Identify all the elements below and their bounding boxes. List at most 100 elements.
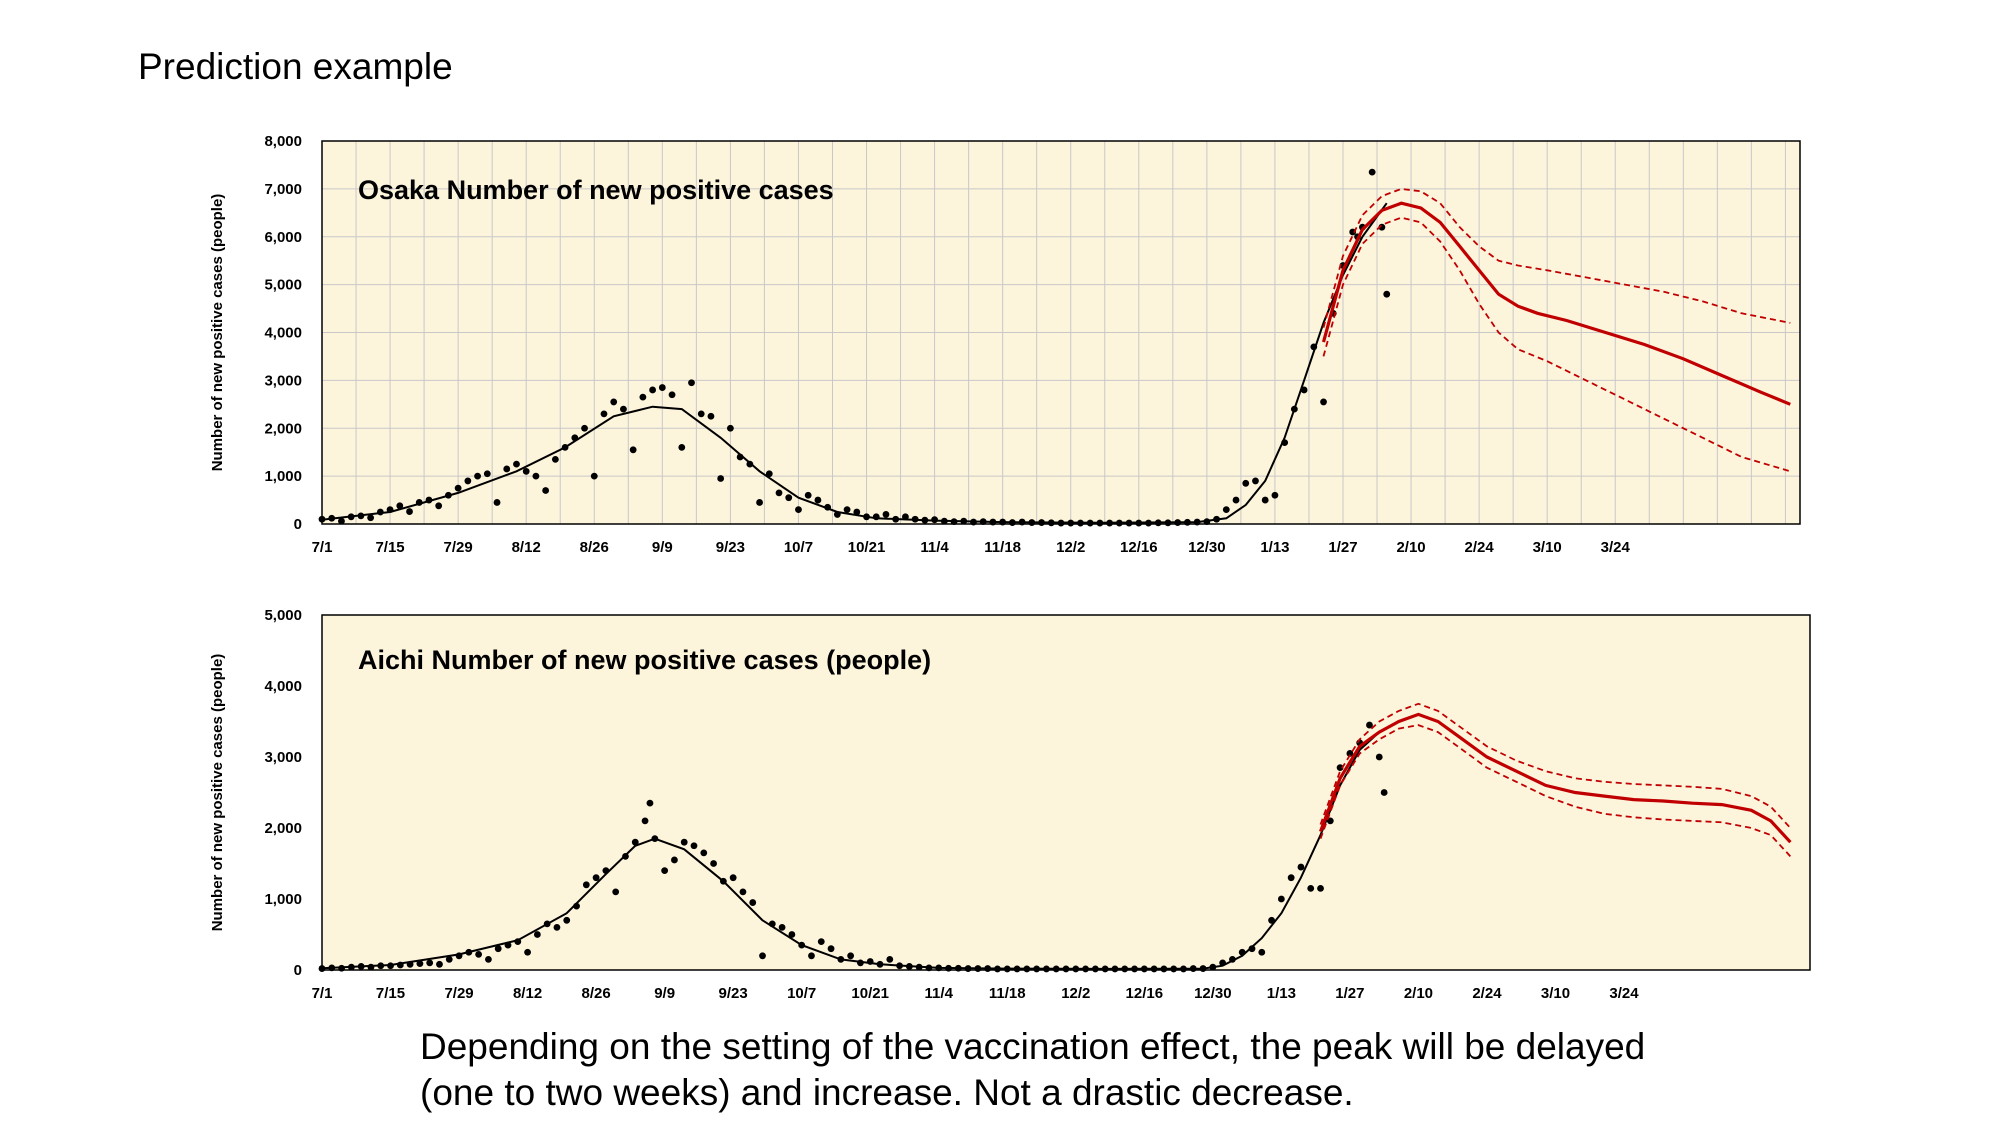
x-tick-label: 7/29 [444,985,473,1002]
y-tick-label: 3,000 [264,749,302,766]
x-tick-label: 2/10 [1396,539,1425,556]
data-point [592,874,600,882]
data-point [1287,874,1295,882]
caption-line-1: Depending on the setting of the vaccinat… [420,1026,1646,1067]
data-point [671,856,678,864]
data-point [668,391,676,399]
x-tick-label: 2/24 [1472,985,1502,1002]
data-point [804,491,812,499]
data-point [1383,290,1391,298]
x-tick-label: 9/9 [652,539,673,556]
data-point [493,499,501,506]
x-tick-label: 3/24 [1609,985,1639,1002]
data-point [524,948,531,956]
x-tick-label: 11/18 [984,539,1021,556]
data-point [436,960,443,968]
x-tick-label: 7/1 [312,539,333,556]
data-point [707,412,715,420]
data-point [445,955,453,963]
x-tick-label: 12/2 [1056,539,1085,556]
forecast-median-line [1318,712,1792,844]
y-tick-label: 3,000 [264,372,302,389]
y-tick-label: 0 [294,962,302,979]
data-point [778,924,786,931]
data-point [483,470,491,478]
caption-line-2: (one to two weeks) and increase. Not a d… [420,1072,1354,1113]
data-point [631,838,639,846]
data-point [649,386,657,394]
x-tick-label: 3/10 [1541,985,1570,1002]
y-axis-label: Number of new positive cases (people) [209,194,226,472]
slide-title: Prediction example [138,46,453,87]
x-tick-label: 2/24 [1465,539,1495,556]
data-point [646,799,654,807]
x-tick-label: 10/21 [851,985,889,1002]
data-point [582,881,590,889]
data-point [581,424,588,432]
data-point [817,938,825,945]
data-point [658,384,666,391]
data-point [1336,764,1344,772]
data-point [847,952,855,960]
data-point [475,950,483,958]
data-point [620,405,627,413]
data-point [700,849,708,857]
data-point [454,484,462,492]
data-point [717,475,725,482]
forecast-lower-bound-line [1319,724,1792,858]
x-tick-label: 10/21 [848,539,886,556]
data-point [775,489,783,497]
data-point [1320,398,1327,406]
forecast-upper-bound-line [1319,702,1792,829]
x-tick-label: 7/1 [312,985,333,1002]
x-tick-label: 1/27 [1328,539,1357,556]
observed-trend-line [321,731,1380,970]
data-point [1248,945,1256,953]
data-point [542,487,550,494]
data-point [661,867,669,874]
data-point [551,455,559,463]
data-point [513,460,520,468]
data-point [533,931,541,938]
data-point [600,410,608,418]
data-point [612,888,620,896]
data-point [710,860,717,867]
data-point [688,379,695,387]
data-point [678,444,686,451]
y-tick-label: 2,000 [264,820,302,837]
data-point [680,838,688,846]
x-tick-label: 10/7 [784,539,813,556]
y-tick-label: 6,000 [264,229,302,246]
forecast-median-line [1321,201,1791,406]
x-tick-label: 7/29 [444,539,473,556]
data-point [485,955,492,963]
data-point [814,496,822,504]
data-point [318,965,326,972]
data-point [639,393,647,401]
data-point [474,472,481,480]
chart-title: Aichi Number of new positive cases (peop… [358,645,931,675]
data-point [522,467,530,475]
data-point [1366,721,1373,729]
data-point [788,931,796,938]
forecast-lower-bound-line [1322,216,1791,473]
slide-caption: Depending on the setting of the vaccinat… [420,1024,1645,1116]
x-tick-label: 7/15 [375,539,404,556]
data-point [1252,477,1259,485]
y-tick-label: 1,000 [264,891,302,908]
x-tick-label: 9/23 [719,985,748,1002]
data-point [759,952,766,960]
x-tick-label: 9/23 [716,539,745,556]
data-point [739,888,747,896]
forecast-upper-bound-line [1322,187,1791,328]
x-tick-label: 8/12 [512,539,541,556]
data-point [406,508,413,515]
x-tick-label: 11/4 [925,985,954,1002]
data-point [1317,884,1324,892]
chart-title: Osaka Number of new positive cases [358,175,834,205]
data-point [629,446,637,454]
data-point [1271,491,1279,499]
data-point [1261,496,1269,504]
data-point [843,506,851,514]
y-tick-label: 8,000 [264,133,302,150]
